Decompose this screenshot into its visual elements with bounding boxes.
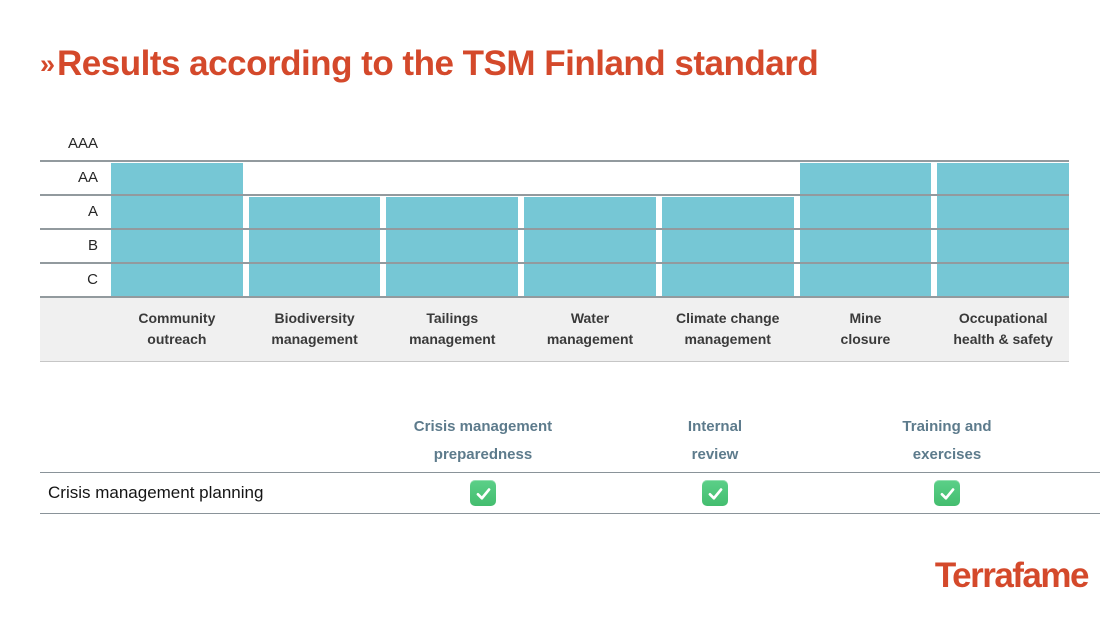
checkmark-icon: [934, 480, 960, 506]
checkmark-icon: [702, 480, 728, 506]
checkmark-icon: [470, 480, 496, 506]
bar-column: [937, 127, 1070, 297]
check-cell: [599, 480, 831, 506]
category-labels: Community outreach Biodiversity managemen…: [111, 297, 1069, 361]
category-axis-band: Community outreach Biodiversity managemen…: [40, 297, 1069, 362]
gridline: [40, 194, 1069, 196]
crisis-management-table: Crisis management preparedness Internal r…: [40, 410, 1100, 514]
row-label: Crisis management planning: [48, 483, 264, 502]
title-chevron-icon: »: [40, 49, 55, 79]
bar-column: [524, 127, 656, 297]
table-header-row: Crisis management preparedness Internal r…: [40, 410, 1100, 472]
title-block: » Results according to the TSM Finland s…: [40, 44, 819, 84]
rating-bar-climate-change-management: [661, 197, 794, 297]
category-label: Water management: [546, 310, 634, 347]
rating-bar-mine-closure: [799, 163, 932, 297]
tsm-ratings-chart: AAA AA A B C Community outreach Biodiversity …: [40, 127, 1070, 362]
column-header: Crisis management preparedness: [413, 418, 553, 463]
y-axis-label: C: [87, 271, 98, 288]
category-label: Biodiversity management: [271, 310, 358, 347]
terrafame-logo: Terrafame: [934, 556, 1090, 595]
gridline: [40, 296, 1069, 298]
bar-column: [386, 127, 519, 297]
category-label: Mine closure: [840, 310, 891, 347]
category-label: Climate change management: [675, 310, 780, 347]
category-label: Tailings management: [409, 310, 496, 347]
y-axis-label: A: [87, 203, 98, 220]
gridline: [40, 160, 1069, 162]
page-title: Results according to the TSM Finland sta…: [57, 44, 819, 83]
gridline: [40, 262, 1069, 264]
category-axis-spacer: [40, 297, 111, 361]
check-cell: [367, 480, 599, 506]
table-row: Crisis management planning: [40, 472, 1100, 514]
bars-area: [111, 127, 1070, 297]
gridline: [40, 228, 1069, 230]
y-axis-label: AAA: [67, 135, 98, 152]
category-label: Occupational health & safety: [953, 310, 1053, 347]
check-cell: [831, 480, 1063, 506]
bar-column: [111, 127, 243, 297]
y-axis: AAA AA A B C: [40, 127, 111, 297]
rating-bar-occupational-health-safety: [937, 163, 1070, 297]
column-header: Training and exercises: [902, 418, 992, 463]
rating-bar-community-outreach: [111, 163, 243, 297]
rating-bar-tailings-management: [386, 197, 519, 297]
column-header: Internal review: [687, 418, 743, 463]
chart-plot-area: AAA AA A B C: [40, 127, 1070, 298]
bar-column: [248, 127, 381, 297]
y-axis-label: AA: [77, 169, 98, 186]
category-label: Community outreach: [138, 310, 216, 347]
bar-column: [799, 127, 932, 297]
bar-column: [661, 127, 794, 297]
y-axis-label: B: [87, 237, 98, 254]
rating-bar-water-management: [524, 197, 656, 297]
rating-bar-biodiversity-management: [248, 197, 381, 297]
